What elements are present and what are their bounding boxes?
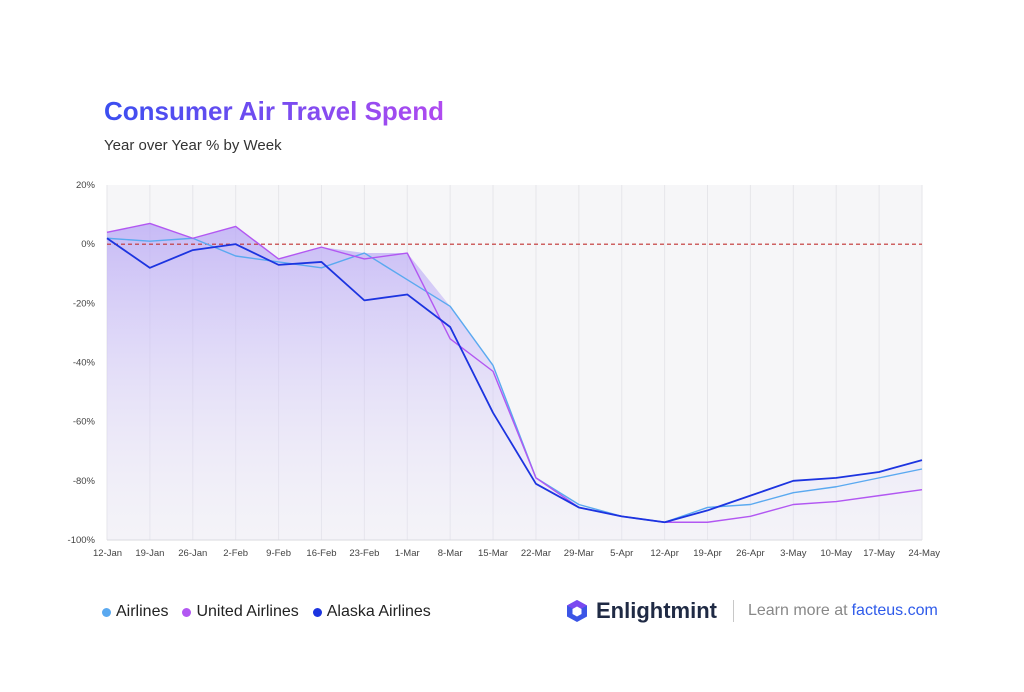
y-tick-label: 0%	[81, 239, 95, 250]
x-tick-label: 3-May	[780, 548, 807, 559]
x-tick-label: 29-Mar	[564, 548, 594, 559]
series-line-airlines	[106, 237, 923, 523]
legend-label: United Airlines	[196, 603, 299, 620]
x-tick-label: 16-Feb	[306, 548, 336, 559]
x-tick-label: 17-May	[863, 548, 895, 559]
legend-label: Airlines	[116, 603, 169, 620]
brand-name: Enlightmint	[596, 598, 717, 623]
x-tick-label: 1-Mar	[395, 548, 420, 559]
y-tick-label: -80%	[73, 476, 96, 487]
legend-dot-icon	[102, 607, 111, 617]
x-tick-label: 24-May	[908, 548, 940, 559]
x-tick-label: 19-Apr	[693, 548, 722, 559]
x-tick-label: 12-Apr	[650, 548, 679, 559]
x-tick-label: 23-Feb	[349, 548, 379, 559]
y-tick-label: 20%	[76, 180, 96, 191]
area-fill	[107, 223, 922, 541]
brand-divider	[732, 600, 734, 622]
y-tick-label: -20%	[73, 298, 96, 309]
legend-dot-icon	[182, 607, 192, 617]
hexagon-logo-icon	[567, 600, 587, 622]
brand-footer: Enlightmint Learn more at facteus.com	[566, 598, 938, 624]
chart-subtitle: Year over Year % by Week	[104, 137, 282, 154]
chart-title: Consumer Air Travel Spend	[104, 96, 445, 126]
legend: Airlines United Airlines Alaska Airlines	[102, 603, 431, 621]
x-tick-label: 19-Jan	[135, 548, 164, 559]
x-tick-label: 5-Apr	[610, 548, 633, 559]
legend-item-airlines[interactable]: Airlines	[102, 603, 168, 621]
legend-item-united-airlines[interactable]: United Airlines	[182, 603, 299, 621]
x-tick-label: 2-Feb	[223, 548, 248, 559]
x-tick-label: 22-Mar	[521, 548, 551, 559]
x-tick-label: 26-Apr	[736, 548, 765, 559]
brand-link[interactable]: facteus.com	[851, 602, 938, 619]
legend-dot-icon	[312, 607, 322, 617]
y-tick-label: -100%	[68, 535, 96, 546]
legend-item-alaska-airlines[interactable]: Alaska Airlines	[312, 603, 431, 621]
series-line-united-airlines	[106, 222, 923, 523]
y-tick-label: -40%	[73, 358, 96, 369]
series-line-alaska-airlines	[106, 237, 923, 524]
x-tick-label: 10-May	[820, 548, 852, 559]
y-tick-label: -60%	[73, 417, 96, 428]
legend-label: Alaska Airlines	[326, 603, 431, 620]
x-tick-label: 15-Mar	[478, 548, 508, 559]
x-tick-label: 8-Mar	[438, 548, 463, 559]
brand-cta-text: Learn more at	[747, 602, 848, 619]
x-tick-label: 12-Jan	[93, 548, 122, 559]
x-tick-label: 26-Jan	[178, 548, 207, 559]
x-tick-label: 9-Feb	[266, 548, 291, 559]
